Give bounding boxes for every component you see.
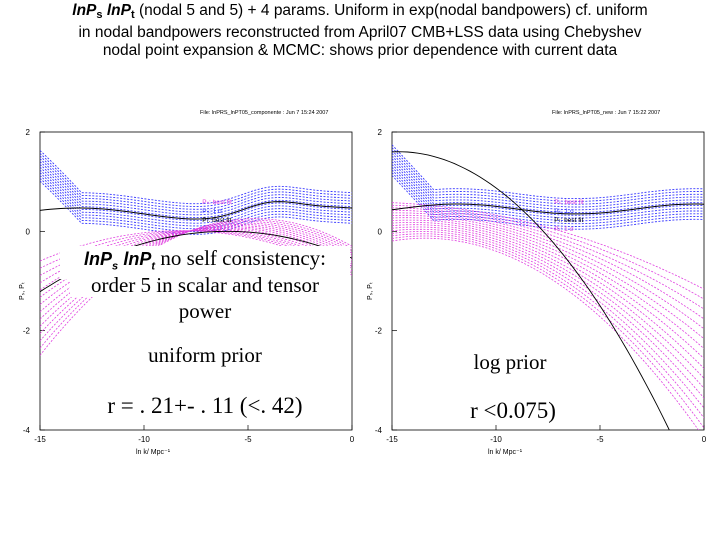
legend-entry: Pₛ: best fit xyxy=(554,199,584,206)
x-tick-label: -10 xyxy=(138,435,150,444)
legend-entry: Pₛ: 1 σ xyxy=(554,208,574,215)
scalar-band-curve xyxy=(40,152,352,207)
scalar-band-curve xyxy=(392,172,704,227)
tensor-band-curve xyxy=(392,224,704,379)
scalar-best-fit xyxy=(392,203,704,215)
tensor-band-curve xyxy=(392,233,704,419)
scalar-band-curve xyxy=(40,177,352,232)
file-label: File: lnPRS_lnPT05_new : Jun 7 15:22 200… xyxy=(552,110,660,116)
plot-frame xyxy=(39,131,353,431)
legend-entry: Pₜ: 1 σ xyxy=(554,226,573,233)
legend-entry: Pₛ: 1 σ xyxy=(202,208,222,215)
scalar-band-curve xyxy=(392,147,704,202)
scalar-band-curve xyxy=(40,158,352,213)
x-tick-label: -10 xyxy=(490,435,502,444)
tensor-band-curve xyxy=(392,235,704,429)
y-tick-label: -4 xyxy=(23,426,31,435)
scalar-band-curve xyxy=(40,172,352,227)
scalar-band-curve xyxy=(40,175,352,230)
scalar-best-fit xyxy=(40,201,352,220)
scalar-band-curve xyxy=(40,155,352,210)
title-line-2: in nodal bandpowers reconstructed from A… xyxy=(78,24,642,41)
left-r-constraint: r = . 21+- . 11 (<. 42) xyxy=(90,394,320,418)
scalar-band-curve xyxy=(392,144,704,200)
tensor-band-curve xyxy=(392,228,704,399)
slide-title: lnPs lnPt (nodal 5 and 5) + 4 params. Un… xyxy=(0,2,720,60)
x-tick-label: 0 xyxy=(702,435,707,444)
curve-group xyxy=(392,144,704,430)
scalar-band-curve xyxy=(392,163,704,219)
tensor-band-curve xyxy=(392,210,704,320)
scalar-band-curve xyxy=(392,166,704,222)
tensor-band-curve xyxy=(392,202,704,290)
tensor-band-curve xyxy=(392,204,704,300)
x-tick-label: 0 xyxy=(350,435,355,444)
right-r-constraint: r <0.075) xyxy=(470,398,556,423)
y-tick-label: -2 xyxy=(375,327,383,336)
x-tick-label: -5 xyxy=(244,435,252,444)
tensor-band-curve xyxy=(392,217,704,349)
tensor-band-curve xyxy=(392,207,704,310)
y-tick-label: 0 xyxy=(378,227,383,236)
x-axis-label: ln k/ Mpc⁻¹ xyxy=(488,449,523,456)
scalar-band-curve xyxy=(40,166,352,221)
tensor-band-curve xyxy=(392,212,704,330)
y-axis-label: Pₛ, Pₜ xyxy=(19,282,26,300)
legend-entry: Pₜ: best fit xyxy=(202,217,231,224)
scalar-band-curve xyxy=(40,169,352,224)
legend-entry: Pₛ: best fit xyxy=(202,199,232,206)
scalar-band-curve xyxy=(392,150,704,205)
chart-panel-2: File: lnPRS_lnPT05_new : Jun 7 15:22 200… xyxy=(367,110,707,456)
tensor-band-curve xyxy=(392,226,704,389)
legend-entry: Pₜ: best fit xyxy=(554,217,583,224)
scalar-band-curve xyxy=(392,155,704,211)
y-tick-label: -4 xyxy=(375,426,383,435)
y-tick-label: 2 xyxy=(26,128,31,137)
tensor-band-curve xyxy=(392,231,704,409)
x-tick-label: -15 xyxy=(386,435,398,444)
plot-frame xyxy=(391,131,705,431)
tensor-best-fit xyxy=(392,151,670,430)
scalar-band-curve xyxy=(40,150,352,205)
y-tick-label: -2 xyxy=(23,327,31,336)
x-tick-label: -15 xyxy=(34,435,46,444)
scalar-band-curve xyxy=(392,158,704,214)
tensor-band-curve xyxy=(40,218,352,356)
tensor-band-curve xyxy=(392,222,704,369)
scalar-band-curve xyxy=(392,161,704,216)
x-axis-label: ln k/ Mpc⁻¹ xyxy=(136,449,171,456)
overlay-line-3: power xyxy=(160,299,250,323)
scalar-band-curve xyxy=(40,163,352,219)
left-prior-label: uniform prior xyxy=(135,343,275,367)
scalar-band-curve xyxy=(40,180,352,235)
title-line-3: nodal point expansion & MCMC: shows prio… xyxy=(102,42,618,59)
y-tick-label: 0 xyxy=(26,227,31,236)
overlay-line-2: order 5 in scalar and tensor xyxy=(70,273,340,297)
y-axis-label: Pₛ, Pₜ xyxy=(367,282,374,300)
title-line-1: lnPs lnPt (nodal 5 and 5) + 4 params. Un… xyxy=(72,2,648,21)
scalar-band-curve xyxy=(392,152,704,208)
legend-entry: Pₜ: 1 σ xyxy=(202,226,221,233)
scalar-band-curve xyxy=(40,161,352,216)
file-label: File: lnPRS_lnPT05_componente : Jun 7 15… xyxy=(200,110,328,116)
right-prior-label: log prior xyxy=(473,350,547,374)
scalar-band-curve xyxy=(392,169,704,225)
x-tick-label: -5 xyxy=(596,435,604,444)
y-tick-label: 2 xyxy=(378,128,383,137)
tensor-band-curve xyxy=(392,214,704,340)
